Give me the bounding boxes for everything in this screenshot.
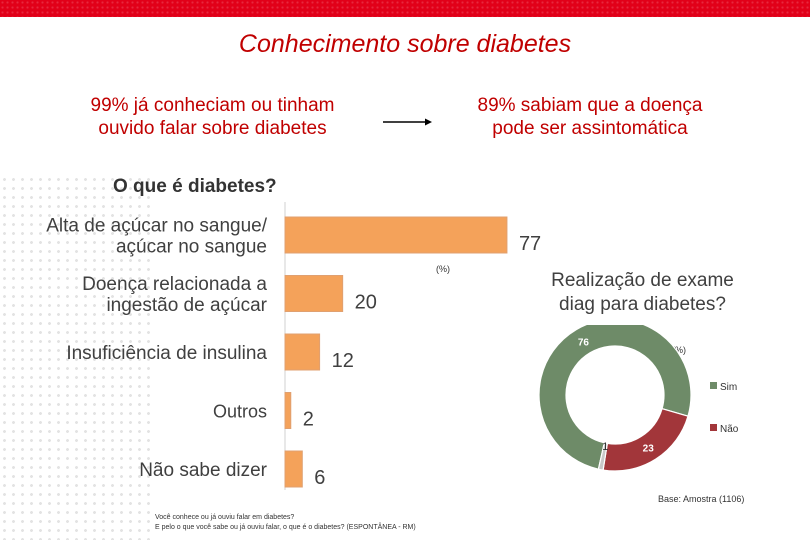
- bar: [284, 216, 508, 254]
- category-label: Doença relacionada a: [82, 274, 267, 295]
- fact-asymptomatic-line-2: pode ser assintomática: [492, 118, 688, 139]
- category-label: Insuficiência de insulina: [66, 343, 267, 364]
- donut-slice: [538, 325, 692, 470]
- category-label: Outros: [213, 402, 267, 422]
- bar: [284, 333, 321, 371]
- data-label: 2: [303, 409, 314, 431]
- slice-value-label: 1: [602, 441, 608, 453]
- data-label: 6: [314, 467, 325, 489]
- fact-asymptomatic-line-1: 89% sabiam que a doença: [477, 95, 703, 116]
- base-note: Base: Amostra (1106): [658, 494, 745, 504]
- donut-title-line-1: Realização de exame: [551, 270, 734, 291]
- footnote: Você conhece ou já ouviu falar em diabet…: [155, 513, 416, 533]
- data-label: 20: [355, 292, 377, 314]
- bar-chart: Alta de açúcar no sangue/açúcar no sangu…: [46, 202, 541, 490]
- legend-swatch: [710, 382, 717, 389]
- slice-value-label: 76: [578, 338, 590, 349]
- bar-chart-unit: (%): [436, 264, 450, 274]
- arrow-right-icon: [383, 118, 432, 126]
- fact-asymptomatic: 89% sabiam que a doença pode ser assinto…: [430, 94, 750, 140]
- data-label: 12: [332, 350, 354, 372]
- category-label: ingestão de açúcar: [106, 295, 267, 316]
- donut-slice: [602, 407, 689, 472]
- bar: [284, 450, 303, 488]
- donut-chart-title: Realização de exame diag para diabetes?: [510, 269, 775, 317]
- category-label: açúcar no sangue: [116, 237, 267, 258]
- slice-value-label: 23: [643, 443, 655, 454]
- footnote-question-2: E pelo o que você sabe ou já ouviu falar…: [155, 524, 416, 531]
- fact-awareness-line-1: 99% já conheciam ou tinham: [90, 95, 335, 116]
- bar: [284, 392, 292, 429]
- fact-awareness: 99% já conheciam ou tinham ouvido falar …: [40, 94, 385, 140]
- donut-chart: 76 23 1 Sim Não: [538, 325, 739, 472]
- legend-label: Sim: [720, 382, 737, 393]
- footnote-question-1: Você conhece ou já ouviu falar em diabet…: [155, 514, 295, 521]
- category-label: Não sabe dizer: [139, 460, 267, 481]
- bar: [284, 275, 344, 312]
- dotted-background-pattern: [0, 175, 150, 540]
- bar-chart-title: O que é diabetes?: [113, 176, 277, 197]
- page-title: Conhecimento sobre diabetes: [238, 30, 572, 58]
- legend-label: Não: [720, 424, 739, 435]
- top-red-bar: [0, 0, 810, 17]
- legend-swatch: [710, 424, 717, 431]
- donut-slice: [597, 442, 609, 471]
- data-label: 77: [519, 233, 541, 255]
- donut-chart-unit: (%): [672, 345, 686, 355]
- category-label: Alta de açúcar no sangue/: [46, 216, 267, 237]
- donut-title-line-2: diag para diabetes?: [559, 294, 726, 315]
- fact-awareness-line-2: ouvido falar sobre diabetes: [98, 118, 327, 139]
